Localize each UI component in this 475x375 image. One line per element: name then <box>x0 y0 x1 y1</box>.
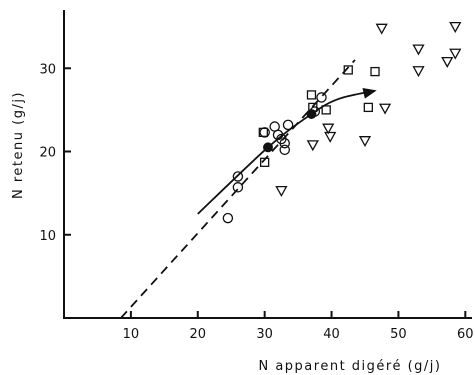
y-tick-label: 20 <box>39 146 56 161</box>
triangle-marker <box>358 136 372 148</box>
square-marker <box>370 66 380 77</box>
square-marker <box>306 90 317 100</box>
x-tick-label: 10 <box>123 327 140 342</box>
square-marker <box>321 105 331 115</box>
x-axis-title: N apparent digéré (g/j) <box>258 359 441 374</box>
x-tick-label: 20 <box>189 327 206 342</box>
square-marker <box>260 157 270 167</box>
y-axis-ticks: 10 20 30 <box>39 62 71 244</box>
y-axis-title: N retenu (g/j) <box>11 91 26 199</box>
circle-marker <box>316 92 327 103</box>
axes <box>63 10 472 319</box>
dashed-fit-line <box>120 59 356 319</box>
circle-marker <box>282 119 294 131</box>
arrowhead-icon <box>362 87 377 99</box>
mean-point-marker <box>263 142 273 153</box>
circle-marker <box>222 212 234 224</box>
data-markers <box>222 21 462 224</box>
circle-marker <box>279 144 290 156</box>
triangle-marker <box>441 56 454 68</box>
triangle-marker <box>322 123 335 135</box>
axis-lines <box>63 10 472 319</box>
circle-marker <box>232 171 244 182</box>
square-marker <box>343 65 353 75</box>
circle-marker <box>279 137 290 149</box>
triangle-marker <box>449 21 462 33</box>
x-tick-label: 50 <box>390 327 407 342</box>
square-marker <box>363 102 373 113</box>
triangle-marker <box>375 23 388 35</box>
triangle-marker <box>324 131 337 143</box>
x-tick-label: 60 <box>457 327 474 342</box>
y-tick-label: 10 <box>39 229 56 244</box>
x-tick-label: 30 <box>256 327 273 342</box>
x-axis-ticks: 10 20 30 40 50 60 <box>123 311 474 342</box>
fit-lines <box>120 59 377 319</box>
triangle-marker <box>378 103 392 115</box>
mean-point-marker <box>306 109 317 120</box>
triangle-marker <box>306 140 319 152</box>
solid-fit-curve <box>197 89 376 215</box>
triangle-marker <box>412 44 425 56</box>
y-tick-label: 30 <box>39 62 56 77</box>
triangle-marker <box>275 185 288 197</box>
x-tick-label: 40 <box>323 327 340 342</box>
triangle-marker <box>412 66 425 78</box>
square-marker <box>258 127 268 138</box>
triangle-marker <box>449 48 462 60</box>
circle-marker <box>232 182 244 193</box>
